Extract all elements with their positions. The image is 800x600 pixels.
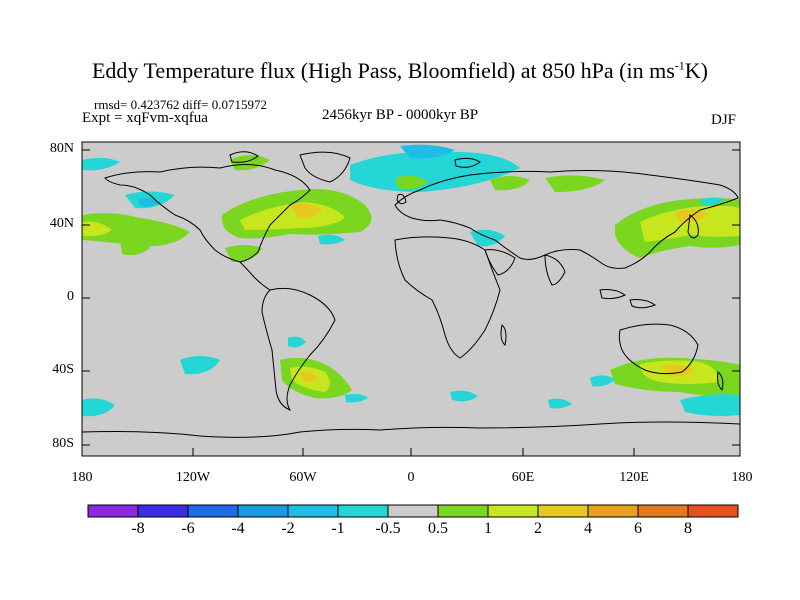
contour-negative bbox=[700, 197, 725, 206]
contour-negative bbox=[548, 398, 572, 409]
contour-negative bbox=[82, 398, 115, 417]
colorbar-label: 6 bbox=[634, 520, 642, 537]
contour-positive bbox=[230, 155, 270, 171]
coastline-arctic-island bbox=[229, 151, 259, 163]
contour-negative bbox=[318, 234, 345, 245]
colorbar-label: 8 bbox=[684, 520, 692, 537]
contour-negative bbox=[450, 390, 478, 402]
x-axis-ticks bbox=[192, 448, 635, 456]
colorbar-swatch bbox=[287, 504, 339, 518]
contour-positive bbox=[640, 205, 740, 242]
colorbar-label: 2 bbox=[534, 520, 542, 537]
x-tick-label: 180 bbox=[71, 470, 93, 485]
colorbar-swatch bbox=[437, 504, 489, 518]
coastline-south-america bbox=[261, 287, 336, 412]
colorbar-label: -6 bbox=[181, 520, 195, 537]
contour-positive bbox=[225, 245, 262, 262]
coastline-madagascar bbox=[500, 324, 507, 346]
x-tick-label: 180 bbox=[731, 470, 753, 485]
colorbar-label: 0.5 bbox=[428, 520, 448, 537]
colorbar-swatch bbox=[187, 504, 239, 518]
coastline-antarctica bbox=[81, 421, 741, 438]
season-label: DJF bbox=[711, 112, 737, 128]
colorbar-swatch bbox=[137, 504, 189, 518]
x-tick-label: 120W bbox=[175, 470, 211, 485]
contour-positive bbox=[395, 175, 428, 190]
map-background bbox=[82, 142, 740, 456]
coastlines bbox=[81, 151, 741, 438]
colorbar bbox=[87, 504, 739, 518]
colorbar-swatch bbox=[387, 504, 439, 518]
colorbar-label: 4 bbox=[584, 520, 592, 537]
coastline-australia bbox=[618, 323, 699, 375]
coastline-arabia bbox=[484, 249, 516, 276]
coastline-eurasia bbox=[394, 170, 739, 269]
contour-fills bbox=[82, 144, 740, 417]
contour-negative bbox=[82, 157, 120, 171]
coastline-new-zealand bbox=[717, 371, 724, 391]
contour-negative bbox=[470, 229, 505, 247]
y-axis-ticks bbox=[82, 149, 740, 446]
colorbar-swatch bbox=[337, 504, 389, 518]
contour-negative bbox=[400, 144, 455, 159]
coastline-greenland bbox=[299, 151, 351, 183]
y-tick-label: 0 bbox=[67, 289, 74, 304]
colorbar-label: -4 bbox=[231, 520, 245, 537]
contour-positive bbox=[120, 239, 150, 256]
coastline-indonesia bbox=[629, 299, 657, 309]
coastline-indonesia bbox=[599, 289, 626, 300]
colorbar-label: 1 bbox=[484, 520, 492, 537]
colorbar-swatch bbox=[87, 504, 139, 518]
period-label: 2456kyr BP - 0000kyr BP bbox=[322, 107, 479, 123]
colorbar-swatch bbox=[587, 504, 639, 518]
contour-negative bbox=[345, 394, 368, 403]
colorbar-label: -2 bbox=[281, 520, 295, 537]
colorbar-swatch bbox=[537, 504, 589, 518]
contour-positive bbox=[290, 203, 322, 219]
x-tick-label: 60W bbox=[289, 470, 317, 485]
colorbar-label: -0.5 bbox=[375, 520, 401, 537]
contour-positive bbox=[82, 213, 190, 247]
contour-negative bbox=[138, 198, 160, 207]
coastline-north-america bbox=[104, 164, 311, 263]
contour-negative bbox=[680, 394, 740, 416]
colorbar-swatch bbox=[687, 504, 739, 518]
colorbar-swatch bbox=[637, 504, 689, 518]
x-tick-label: 60E bbox=[511, 470, 535, 485]
colorbar-swatch bbox=[487, 504, 539, 518]
coastline-british-isles bbox=[396, 193, 407, 205]
map-title: Eddy Temperature flux (High Pass, Bloomf… bbox=[91, 58, 708, 83]
rmsd-diff-label: rmsd= 0.423762 diff= 0.0715972 bbox=[94, 97, 267, 112]
colorbar-swatch bbox=[237, 504, 289, 518]
y-tick-label: 80S bbox=[52, 436, 74, 451]
x-tick-label: 0 bbox=[407, 470, 415, 485]
coastline-india bbox=[544, 254, 566, 286]
contour-negative bbox=[350, 151, 520, 192]
coastline-africa bbox=[394, 236, 501, 359]
x-tick-label: 120E bbox=[619, 470, 649, 485]
contour-positive bbox=[490, 176, 530, 191]
experiment-label: Expt = xqFvm-xqfua bbox=[82, 110, 208, 126]
contour-negative bbox=[288, 336, 306, 348]
y-tick-label: 80N bbox=[49, 141, 74, 156]
colorbar-label: -1 bbox=[331, 520, 345, 537]
coastline-central-america bbox=[239, 261, 271, 291]
y-tick-label: 40N bbox=[49, 216, 74, 231]
colorbar-label: -8 bbox=[131, 520, 145, 537]
coastline-japan bbox=[687, 214, 699, 239]
coastline-arctic-island bbox=[454, 157, 481, 168]
y-tick-label: 40S bbox=[52, 362, 74, 377]
contour-negative bbox=[180, 356, 220, 375]
contour-negative bbox=[590, 375, 615, 387]
contour-positive bbox=[545, 175, 605, 192]
contour-positive bbox=[300, 371, 318, 382]
